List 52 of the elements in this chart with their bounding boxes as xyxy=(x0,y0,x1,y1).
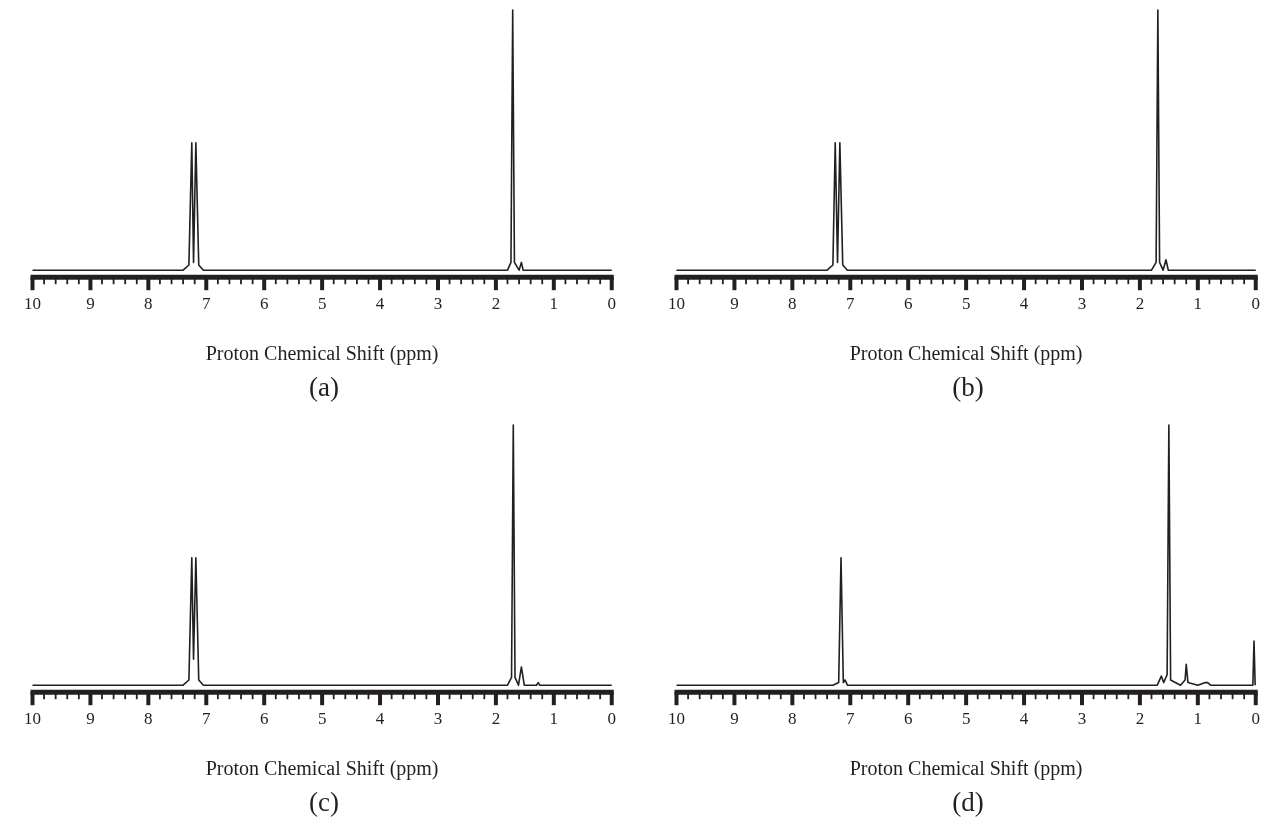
x-tick-label: 10 xyxy=(24,708,41,728)
x-tick-label: 3 xyxy=(1077,293,1087,313)
x-tick-label: 5 xyxy=(317,293,327,313)
x-tick-label: 9 xyxy=(86,293,95,313)
x-axis-title: Proton Chemical Shift (ppm) xyxy=(205,341,439,365)
x-tick-label: 8 xyxy=(144,708,153,728)
x-tick-label: 6 xyxy=(259,293,269,313)
text: (c) xyxy=(309,786,339,817)
x-tick-label: 0 xyxy=(607,708,616,728)
x-tick-label: 2 xyxy=(491,293,501,313)
x-tick-label: 1 xyxy=(1193,293,1203,313)
x-tick-label: 9 xyxy=(730,293,739,313)
x-tick-label: 0 xyxy=(1251,708,1260,728)
x-axis-title: Proton Chemical Shift (ppm) xyxy=(205,756,439,780)
x-tick-label: 2 xyxy=(491,708,501,728)
x-axis-title: Proton Chemical Shift (ppm) xyxy=(849,341,1083,365)
x-tick-label: 2 xyxy=(1135,708,1145,728)
text: (a) xyxy=(309,371,339,402)
text: (d) xyxy=(952,786,984,817)
x-tick-label: 2 xyxy=(1135,293,1145,313)
x-tick-label: 8 xyxy=(788,293,797,313)
x-tick-label: 6 xyxy=(903,293,913,313)
x-tick-label: 8 xyxy=(788,708,797,728)
x-tick-label: 5 xyxy=(961,293,971,313)
x-tick-label: 5 xyxy=(317,708,327,728)
text: (b) xyxy=(952,371,984,402)
x-tick-label: 10 xyxy=(24,293,41,313)
x-tick-label: 3 xyxy=(1077,708,1087,728)
x-tick-label: 7 xyxy=(846,708,856,728)
x-tick-label: 6 xyxy=(259,708,269,728)
x-tick-label: 3 xyxy=(433,293,443,313)
x-tick-label: 9 xyxy=(730,708,739,728)
x-tick-label: 4 xyxy=(375,293,385,313)
x-tick-label: 10 xyxy=(668,708,685,728)
x-tick-label: 0 xyxy=(1251,293,1260,313)
x-tick-label: 4 xyxy=(375,708,385,728)
x-tick-label: 7 xyxy=(202,293,212,313)
x-tick-label: 8 xyxy=(144,293,153,313)
x-tick-label: 10 xyxy=(668,293,685,313)
x-tick-label: 5 xyxy=(961,708,971,728)
x-tick-label: 0 xyxy=(607,293,616,313)
x-tick-label: 7 xyxy=(202,708,212,728)
x-tick-label: 1 xyxy=(549,708,559,728)
x-tick-label: 9 xyxy=(86,708,95,728)
x-tick-label: 4 xyxy=(1019,293,1029,313)
x-tick-label: 1 xyxy=(1193,708,1203,728)
x-tick-label: 4 xyxy=(1019,708,1029,728)
x-tick-label: 6 xyxy=(903,708,913,728)
x-axis-title: Proton Chemical Shift (ppm) xyxy=(849,756,1083,780)
x-tick-label: 7 xyxy=(846,293,856,313)
x-tick-label: 1 xyxy=(549,293,559,313)
x-tick-label: 3 xyxy=(433,708,443,728)
